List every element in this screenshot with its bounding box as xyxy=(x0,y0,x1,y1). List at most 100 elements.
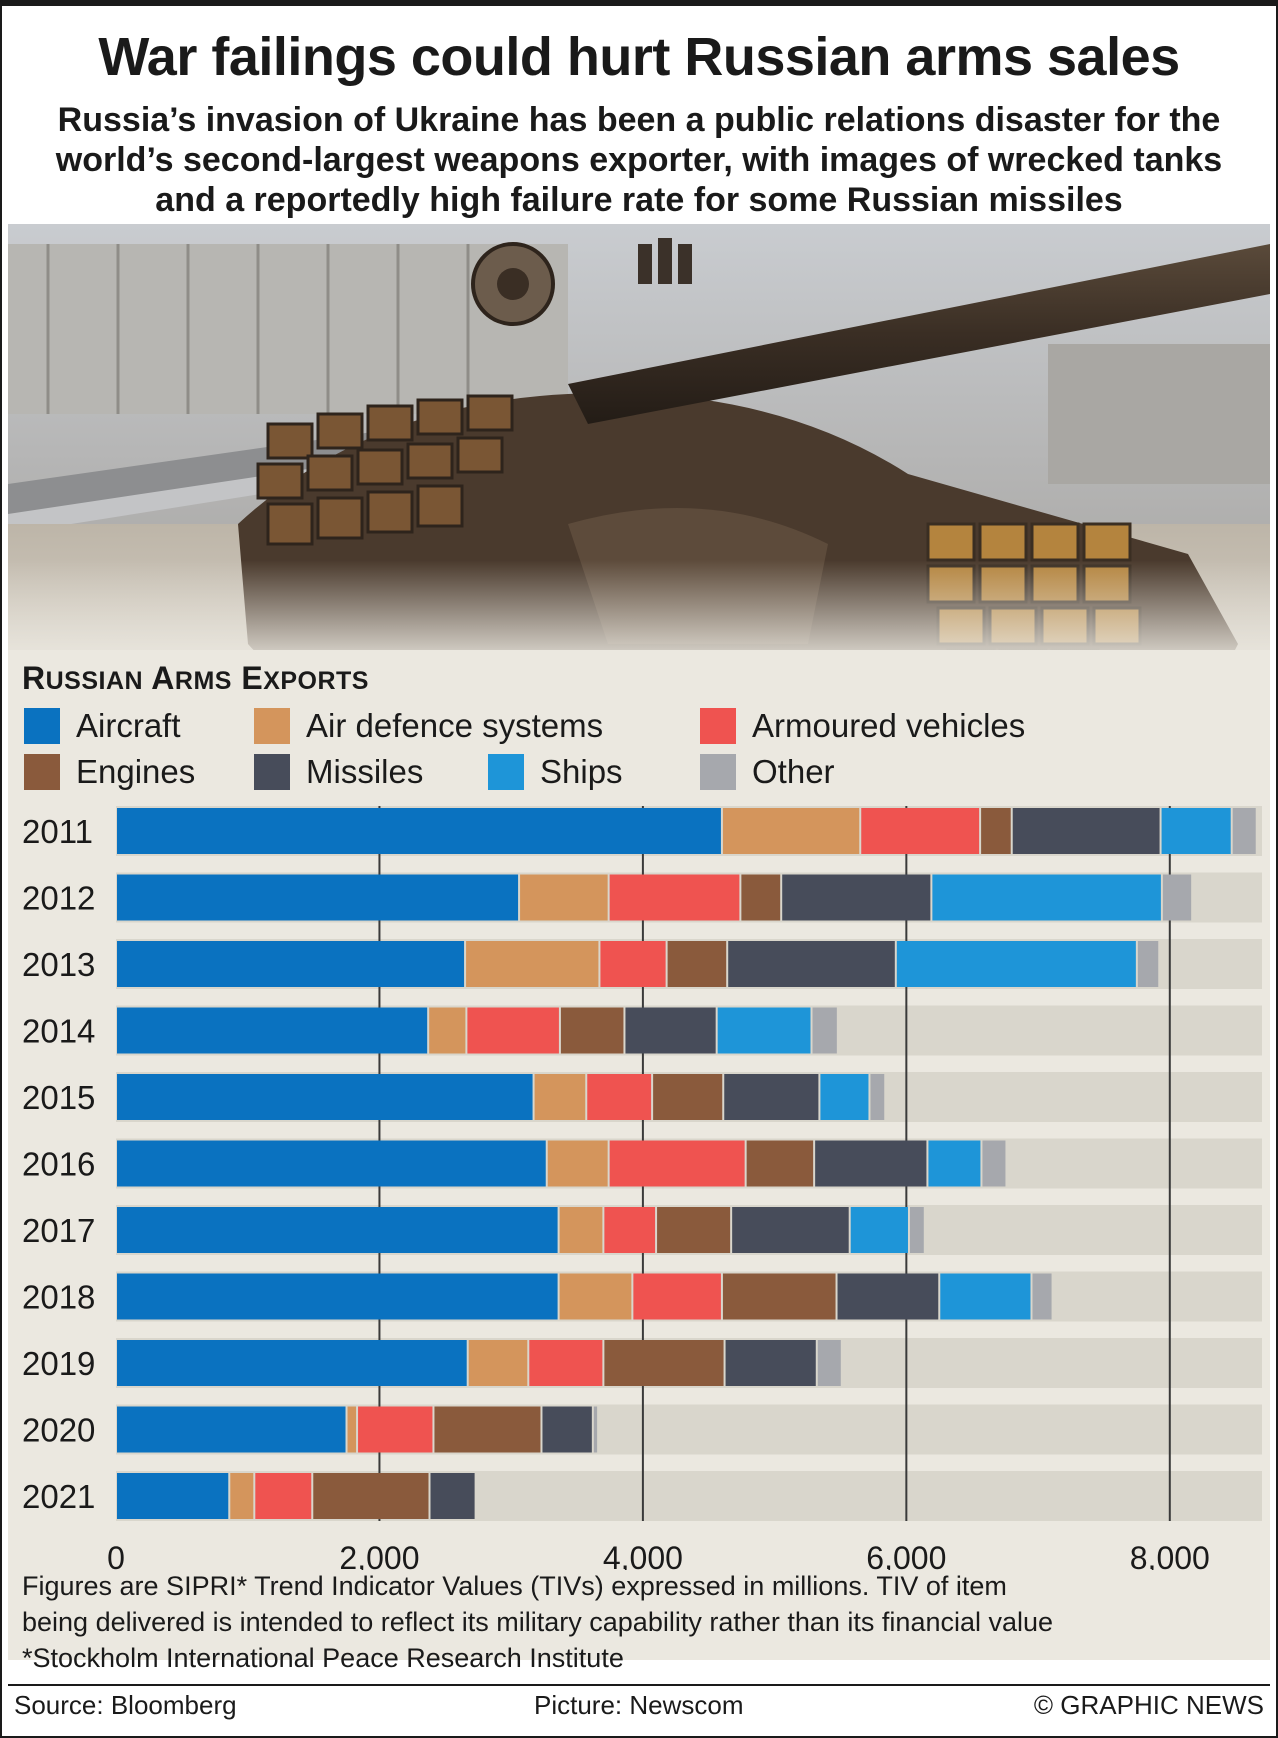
legend-item-engines: Engines xyxy=(24,752,195,792)
legend-label: Engines xyxy=(76,753,196,790)
bar-segment-aircraft xyxy=(117,941,465,987)
legend-swatch xyxy=(700,754,736,790)
legend-swatch xyxy=(254,708,290,744)
bar-segment-ships xyxy=(932,874,1161,921)
legend-item-aircraft: Aircraft xyxy=(24,706,181,746)
bar-segment-other xyxy=(909,1207,924,1253)
year-label: 2021 xyxy=(22,1478,95,1515)
year-label: 2014 xyxy=(22,1013,95,1050)
bar-segment-missiles xyxy=(732,1207,849,1253)
legend-label: Armoured vehicles xyxy=(752,707,1026,744)
footer-divider xyxy=(8,1684,1270,1686)
bar-segment-other xyxy=(1137,941,1159,987)
bar-segment-missiles xyxy=(724,1074,819,1120)
bar-segment-armoured-vehicles xyxy=(358,1406,433,1453)
bar-segment-missiles xyxy=(542,1406,592,1453)
bar-segment-engines xyxy=(434,1406,541,1453)
bar-segment-missiles xyxy=(782,874,931,921)
bar-segment-other xyxy=(593,1406,598,1453)
bar-segment-armoured-vehicles xyxy=(609,874,740,921)
bar-segment-air-defence-systems xyxy=(722,808,860,854)
bar-segment-armoured-vehicles xyxy=(604,1207,656,1253)
bar-segment-engines xyxy=(667,941,727,987)
bar-segment-other xyxy=(982,1140,1006,1187)
x-tick-label: 8,000 xyxy=(1130,1540,1210,1570)
bar-segment-engines xyxy=(741,874,781,921)
bar-segment-missiles xyxy=(837,1273,939,1320)
bar-segment-other xyxy=(817,1340,841,1386)
legend-label: Ships xyxy=(540,753,623,790)
bar-segment-missiles xyxy=(728,941,895,987)
bar-segment-air-defence-systems xyxy=(347,1406,357,1453)
bar-segment-aircraft xyxy=(117,1273,558,1320)
bar-segment-aircraft xyxy=(117,1340,467,1386)
bar-segment-engines xyxy=(722,1273,836,1320)
year-label: 2016 xyxy=(22,1146,95,1183)
legend-swatch xyxy=(700,708,736,744)
legend-label: Aircraft xyxy=(76,707,181,744)
year-label: 2012 xyxy=(22,880,95,917)
year-label: 2017 xyxy=(22,1212,95,1249)
x-tick-label: 4,000 xyxy=(603,1540,683,1570)
bar-segment-aircraft xyxy=(117,874,519,921)
bar-segment-ships xyxy=(820,1074,869,1120)
year-label: 2011 xyxy=(22,813,93,850)
bar-segment-engines xyxy=(657,1207,731,1253)
page-subtitle: Russia’s invasion of Ukraine has been a … xyxy=(55,101,1223,219)
bar-segment-air-defence-systems xyxy=(534,1074,586,1120)
bar-segment-ships xyxy=(850,1207,908,1253)
legend-item-armoured-vehicles: Armoured vehicles xyxy=(700,706,1025,746)
legend-item-ships: Ships xyxy=(488,752,623,792)
year-label: 2013 xyxy=(22,946,95,983)
bar-segment-engines xyxy=(653,1074,723,1120)
legend-label: Air defence systems xyxy=(306,707,604,744)
bar-segment-air-defence-systems xyxy=(520,874,608,921)
legend-item-air-defence-systems: Air defence systems xyxy=(254,706,603,746)
bar-segment-missiles xyxy=(1012,808,1160,854)
bar-segment-aircraft xyxy=(117,1140,546,1187)
footnote-line: *Stockholm International Peace Research … xyxy=(22,1643,624,1673)
chart-section-title: RUSSIAN ARMS EXPORTS xyxy=(22,660,369,696)
bar-segment-air-defence-systems xyxy=(559,1207,603,1253)
bar-segment-engines xyxy=(560,1007,624,1054)
bar-segment-ships xyxy=(1161,808,1231,854)
bar-segment-armoured-vehicles xyxy=(255,1473,312,1519)
legend-item-missiles: Missiles xyxy=(254,752,423,792)
legend-item-other: Other xyxy=(700,752,835,792)
bar-segment-engines xyxy=(746,1140,814,1187)
stacked-bar-chart: 2011 2012 2013 2014 2015 2016 2017 2018 2019 2020… xyxy=(22,806,1262,1570)
footer-graphic-news: © GRAPHIC NEWS xyxy=(1033,1690,1264,1720)
bar-segment-aircraft xyxy=(117,1473,229,1519)
legend-swatch xyxy=(254,754,290,790)
bar-segment-ships xyxy=(717,1007,811,1054)
bar-segment-air-defence-systems xyxy=(468,1340,528,1386)
bar-segment-armoured-vehicles xyxy=(861,808,980,854)
bar-segment-aircraft xyxy=(117,1007,428,1054)
bar-segment-ships xyxy=(928,1140,981,1187)
footer-source: Source: Bloomberg xyxy=(14,1690,237,1720)
legend-swatch xyxy=(24,754,60,790)
bar-segment-other xyxy=(870,1074,885,1120)
legend-swatch xyxy=(24,708,60,744)
bar-segment-engines xyxy=(313,1473,429,1519)
bar-segment-air-defence-systems xyxy=(429,1007,466,1054)
bar-segment-air-defence-systems xyxy=(230,1473,254,1519)
bar-segment-armoured-vehicles xyxy=(609,1140,745,1187)
bar-segment-ships xyxy=(896,941,1136,987)
bar-segment-other xyxy=(1232,808,1256,854)
legend-label: Other xyxy=(752,753,835,790)
bar-segment-engines xyxy=(981,808,1011,854)
legend-swatch xyxy=(488,754,524,790)
bar-segment-missiles xyxy=(725,1340,816,1386)
footer-picture-credit: Picture: Newscom xyxy=(534,1690,744,1720)
footnote-line: Figures are SIPRI* Trend Indicator Value… xyxy=(22,1571,1007,1601)
bar-segment-armoured-vehicles xyxy=(529,1340,603,1386)
page-title: War failings could hurt Russian arms sal… xyxy=(98,27,1180,87)
bar-segment-other xyxy=(1032,1273,1052,1320)
year-label: 2015 xyxy=(22,1079,95,1116)
bar-segment-ships xyxy=(940,1273,1031,1320)
x-tick-label: 6,000 xyxy=(866,1540,946,1570)
x-tick-label: 0 xyxy=(107,1540,125,1570)
footnote-line: being delivered is intended to reflect i… xyxy=(22,1607,1054,1637)
